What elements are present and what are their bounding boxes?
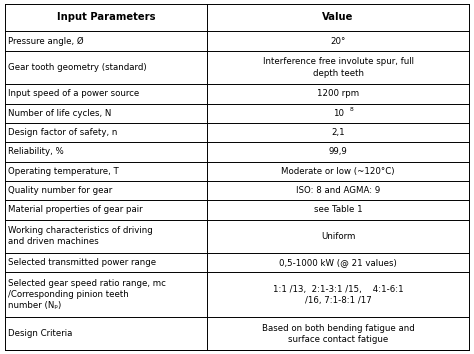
Text: Gear tooth geometry (standard): Gear tooth geometry (standard) bbox=[9, 63, 147, 72]
Text: Material properties of gear pair: Material properties of gear pair bbox=[9, 205, 143, 215]
Text: Value: Value bbox=[322, 12, 354, 23]
Text: Design Criteria: Design Criteria bbox=[9, 329, 73, 338]
Text: Number of life cycles, N: Number of life cycles, N bbox=[9, 109, 112, 118]
Text: 8: 8 bbox=[350, 107, 354, 112]
Text: 1:1 /13,  2:1-3:1 /15,    4:1-6:1
/16, 7:1-8:1 /17: 1:1 /13, 2:1-3:1 /15, 4:1-6:1 /16, 7:1-8… bbox=[273, 285, 403, 305]
Text: Pressure angle, Ø: Pressure angle, Ø bbox=[9, 36, 84, 46]
Text: Selected gear speed ratio range, mᴄ
/Corresponding pinion teeth
number (Nₚ): Selected gear speed ratio range, mᴄ /Cor… bbox=[9, 279, 166, 310]
Text: Selected transmitted power range: Selected transmitted power range bbox=[9, 258, 156, 267]
Text: Operating temperature, T: Operating temperature, T bbox=[9, 167, 119, 176]
Text: Interference free involute spur, full
depth teeth: Interference free involute spur, full de… bbox=[263, 57, 413, 78]
Text: Input speed of a power source: Input speed of a power source bbox=[9, 90, 140, 98]
Text: see Table 1: see Table 1 bbox=[314, 205, 362, 215]
Text: 20°: 20° bbox=[330, 36, 346, 46]
Text: Quality number for gear: Quality number for gear bbox=[9, 186, 113, 195]
Text: Working characteristics of driving
and driven machines: Working characteristics of driving and d… bbox=[9, 226, 153, 246]
Text: 0,5-1000 kW (@ 21 values): 0,5-1000 kW (@ 21 values) bbox=[279, 258, 397, 267]
Text: Reliability, %: Reliability, % bbox=[9, 147, 64, 156]
Text: Design factor of safety, n: Design factor of safety, n bbox=[9, 128, 118, 137]
Text: Input Parameters: Input Parameters bbox=[56, 12, 155, 23]
Text: Based on both bending fatigue and
surface contact fatigue: Based on both bending fatigue and surfac… bbox=[262, 324, 414, 344]
Text: 10: 10 bbox=[333, 109, 344, 118]
Text: Uniform: Uniform bbox=[321, 232, 355, 241]
Text: 2,1: 2,1 bbox=[331, 128, 345, 137]
Text: 1200 rpm: 1200 rpm bbox=[317, 90, 359, 98]
Text: 99,9: 99,9 bbox=[328, 147, 347, 156]
Text: Moderate or low (~120°C): Moderate or low (~120°C) bbox=[281, 167, 395, 176]
Text: ISO: 8 and AGMA: 9: ISO: 8 and AGMA: 9 bbox=[296, 186, 380, 195]
